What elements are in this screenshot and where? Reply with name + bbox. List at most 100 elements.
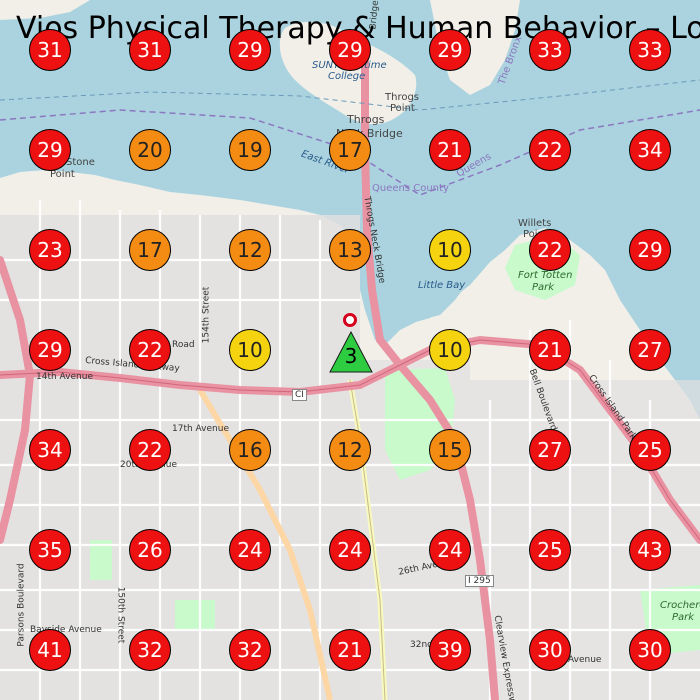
rank-marker[interactable]: 10	[429, 329, 471, 371]
rank-value: 21	[537, 338, 563, 362]
triangle-icon	[329, 330, 373, 373]
rank-value: 25	[537, 538, 563, 562]
map-label-14th-ave: 14th Avenue	[36, 372, 93, 382]
rank-marker[interactable]: 10	[229, 329, 271, 371]
map-label-150th: 150th Street	[115, 586, 126, 644]
rank-marker[interactable]: 27	[629, 329, 671, 371]
rank-marker[interactable]: 29	[29, 329, 71, 371]
rank-marker[interactable]: 16	[229, 429, 271, 471]
rank-marker[interactable]: 22	[129, 429, 171, 471]
map-label-queens-county: Queens County	[372, 183, 449, 194]
rank-marker[interactable]: 39	[429, 629, 471, 671]
rank-marker[interactable]: 24	[229, 529, 271, 571]
rank-marker[interactable]: 25	[629, 429, 671, 471]
rank-marker[interactable]: 24	[329, 529, 371, 571]
map-label-bayside-ave: Bayside Avenue	[30, 625, 102, 635]
rank-marker[interactable]: 32	[129, 629, 171, 671]
rank-marker[interactable]: 33	[529, 29, 571, 71]
rank-marker[interactable]: 24	[429, 529, 471, 571]
rank-value: 12	[337, 438, 363, 462]
rank-value: 22	[537, 138, 563, 162]
rank-value: 19	[237, 138, 263, 162]
map-label-throgs-point: Throgs	[385, 92, 420, 103]
rank-value: 22	[537, 238, 563, 262]
rank-marker[interactable]: 26	[129, 529, 171, 571]
map-label-point: Point	[50, 169, 75, 180]
rank-value: 31	[137, 38, 163, 62]
rank-value: 21	[437, 138, 463, 162]
rank-value: 41	[37, 638, 63, 662]
rank-marker[interactable]: 17	[129, 229, 171, 271]
map-label-17th-ave: 17th Avenue	[172, 424, 229, 434]
bronx-strip	[0, 0, 90, 20]
rank-value: 17	[137, 238, 163, 262]
rank-marker[interactable]: 35	[29, 529, 71, 571]
rank-marker[interactable]: 32	[229, 629, 271, 671]
rank-value: 17	[337, 138, 363, 162]
rank-value: 39	[437, 638, 463, 662]
map-label-road: Road	[172, 340, 195, 350]
rank-marker[interactable]: 12	[329, 429, 371, 471]
rank-value: 24	[337, 538, 363, 562]
rank-marker[interactable]: 31	[29, 29, 71, 71]
map-label-willets: Willets	[518, 218, 552, 229]
rank-value: 16	[237, 438, 263, 462]
rank-marker[interactable]: 12	[229, 229, 271, 271]
rank-marker[interactable]: 29	[29, 129, 71, 171]
map-label-32nd: 32nd	[410, 640, 433, 650]
rank-marker[interactable]: 22	[529, 129, 571, 171]
map-label-stone: Stone	[66, 157, 95, 168]
small-park	[90, 540, 112, 580]
rank-value: 26	[137, 538, 163, 562]
map-label-fort-totten2: Park	[532, 282, 555, 293]
rank-marker[interactable]: 29	[229, 29, 271, 71]
rank-marker[interactable]: 33	[629, 29, 671, 71]
rank-marker[interactable]: 25	[529, 529, 571, 571]
rank-marker[interactable]: 41	[29, 629, 71, 671]
rank-value: 32	[137, 638, 163, 662]
rank-value: 24	[437, 538, 463, 562]
rank-marker[interactable]: 31	[129, 29, 171, 71]
rank-marker[interactable]: 29	[429, 29, 471, 71]
rank-value: 33	[537, 38, 563, 62]
rank-value: 29	[37, 138, 63, 162]
rank-marker[interactable]: 22	[529, 229, 571, 271]
rank-marker[interactable]: 15	[429, 429, 471, 471]
rank-marker[interactable]: 20	[129, 129, 171, 171]
location-pin-icon[interactable]	[343, 313, 357, 327]
rank-value: 35	[37, 538, 63, 562]
rank-marker[interactable]: 30	[629, 629, 671, 671]
rank-marker[interactable]: 27	[529, 429, 571, 471]
rank-marker[interactable]: 17	[329, 129, 371, 171]
business-marker[interactable]: 3	[328, 330, 374, 374]
rank-value: 24	[237, 538, 263, 562]
rank-value: 12	[237, 238, 263, 262]
rank-marker[interactable]: 10	[429, 229, 471, 271]
rank-marker[interactable]: 19	[229, 129, 271, 171]
rank-marker[interactable]: 34	[629, 129, 671, 171]
rank-marker[interactable]: 21	[429, 129, 471, 171]
rank-value: 22	[137, 438, 163, 462]
rank-marker[interactable]: 13	[329, 229, 371, 271]
rank-marker[interactable]: 34	[29, 429, 71, 471]
rank-value: 30	[537, 638, 563, 662]
rank-marker[interactable]: 29	[629, 229, 671, 271]
rank-marker[interactable]: 29	[329, 29, 371, 71]
map-label-154th: 154th Street	[201, 286, 212, 344]
rank-marker[interactable]: 30	[529, 629, 571, 671]
rank-value: 23	[37, 238, 63, 262]
rank-marker[interactable]: 43	[629, 529, 671, 571]
rank-value: 29	[37, 338, 63, 362]
rank-marker[interactable]: 23	[29, 229, 71, 271]
rank-marker[interactable]: 22	[129, 329, 171, 371]
rank-value: 15	[437, 438, 463, 462]
rank-value: 33	[637, 38, 663, 62]
rank-value: 21	[337, 638, 363, 662]
rank-value: 27	[637, 338, 663, 362]
rank-marker[interactable]: 21	[329, 629, 371, 671]
rank-value: 10	[237, 338, 263, 362]
map-label-college2: College	[328, 71, 366, 82]
map-label-crocheron: Crocheron	[660, 600, 700, 611]
rank-marker[interactable]: 21	[529, 329, 571, 371]
